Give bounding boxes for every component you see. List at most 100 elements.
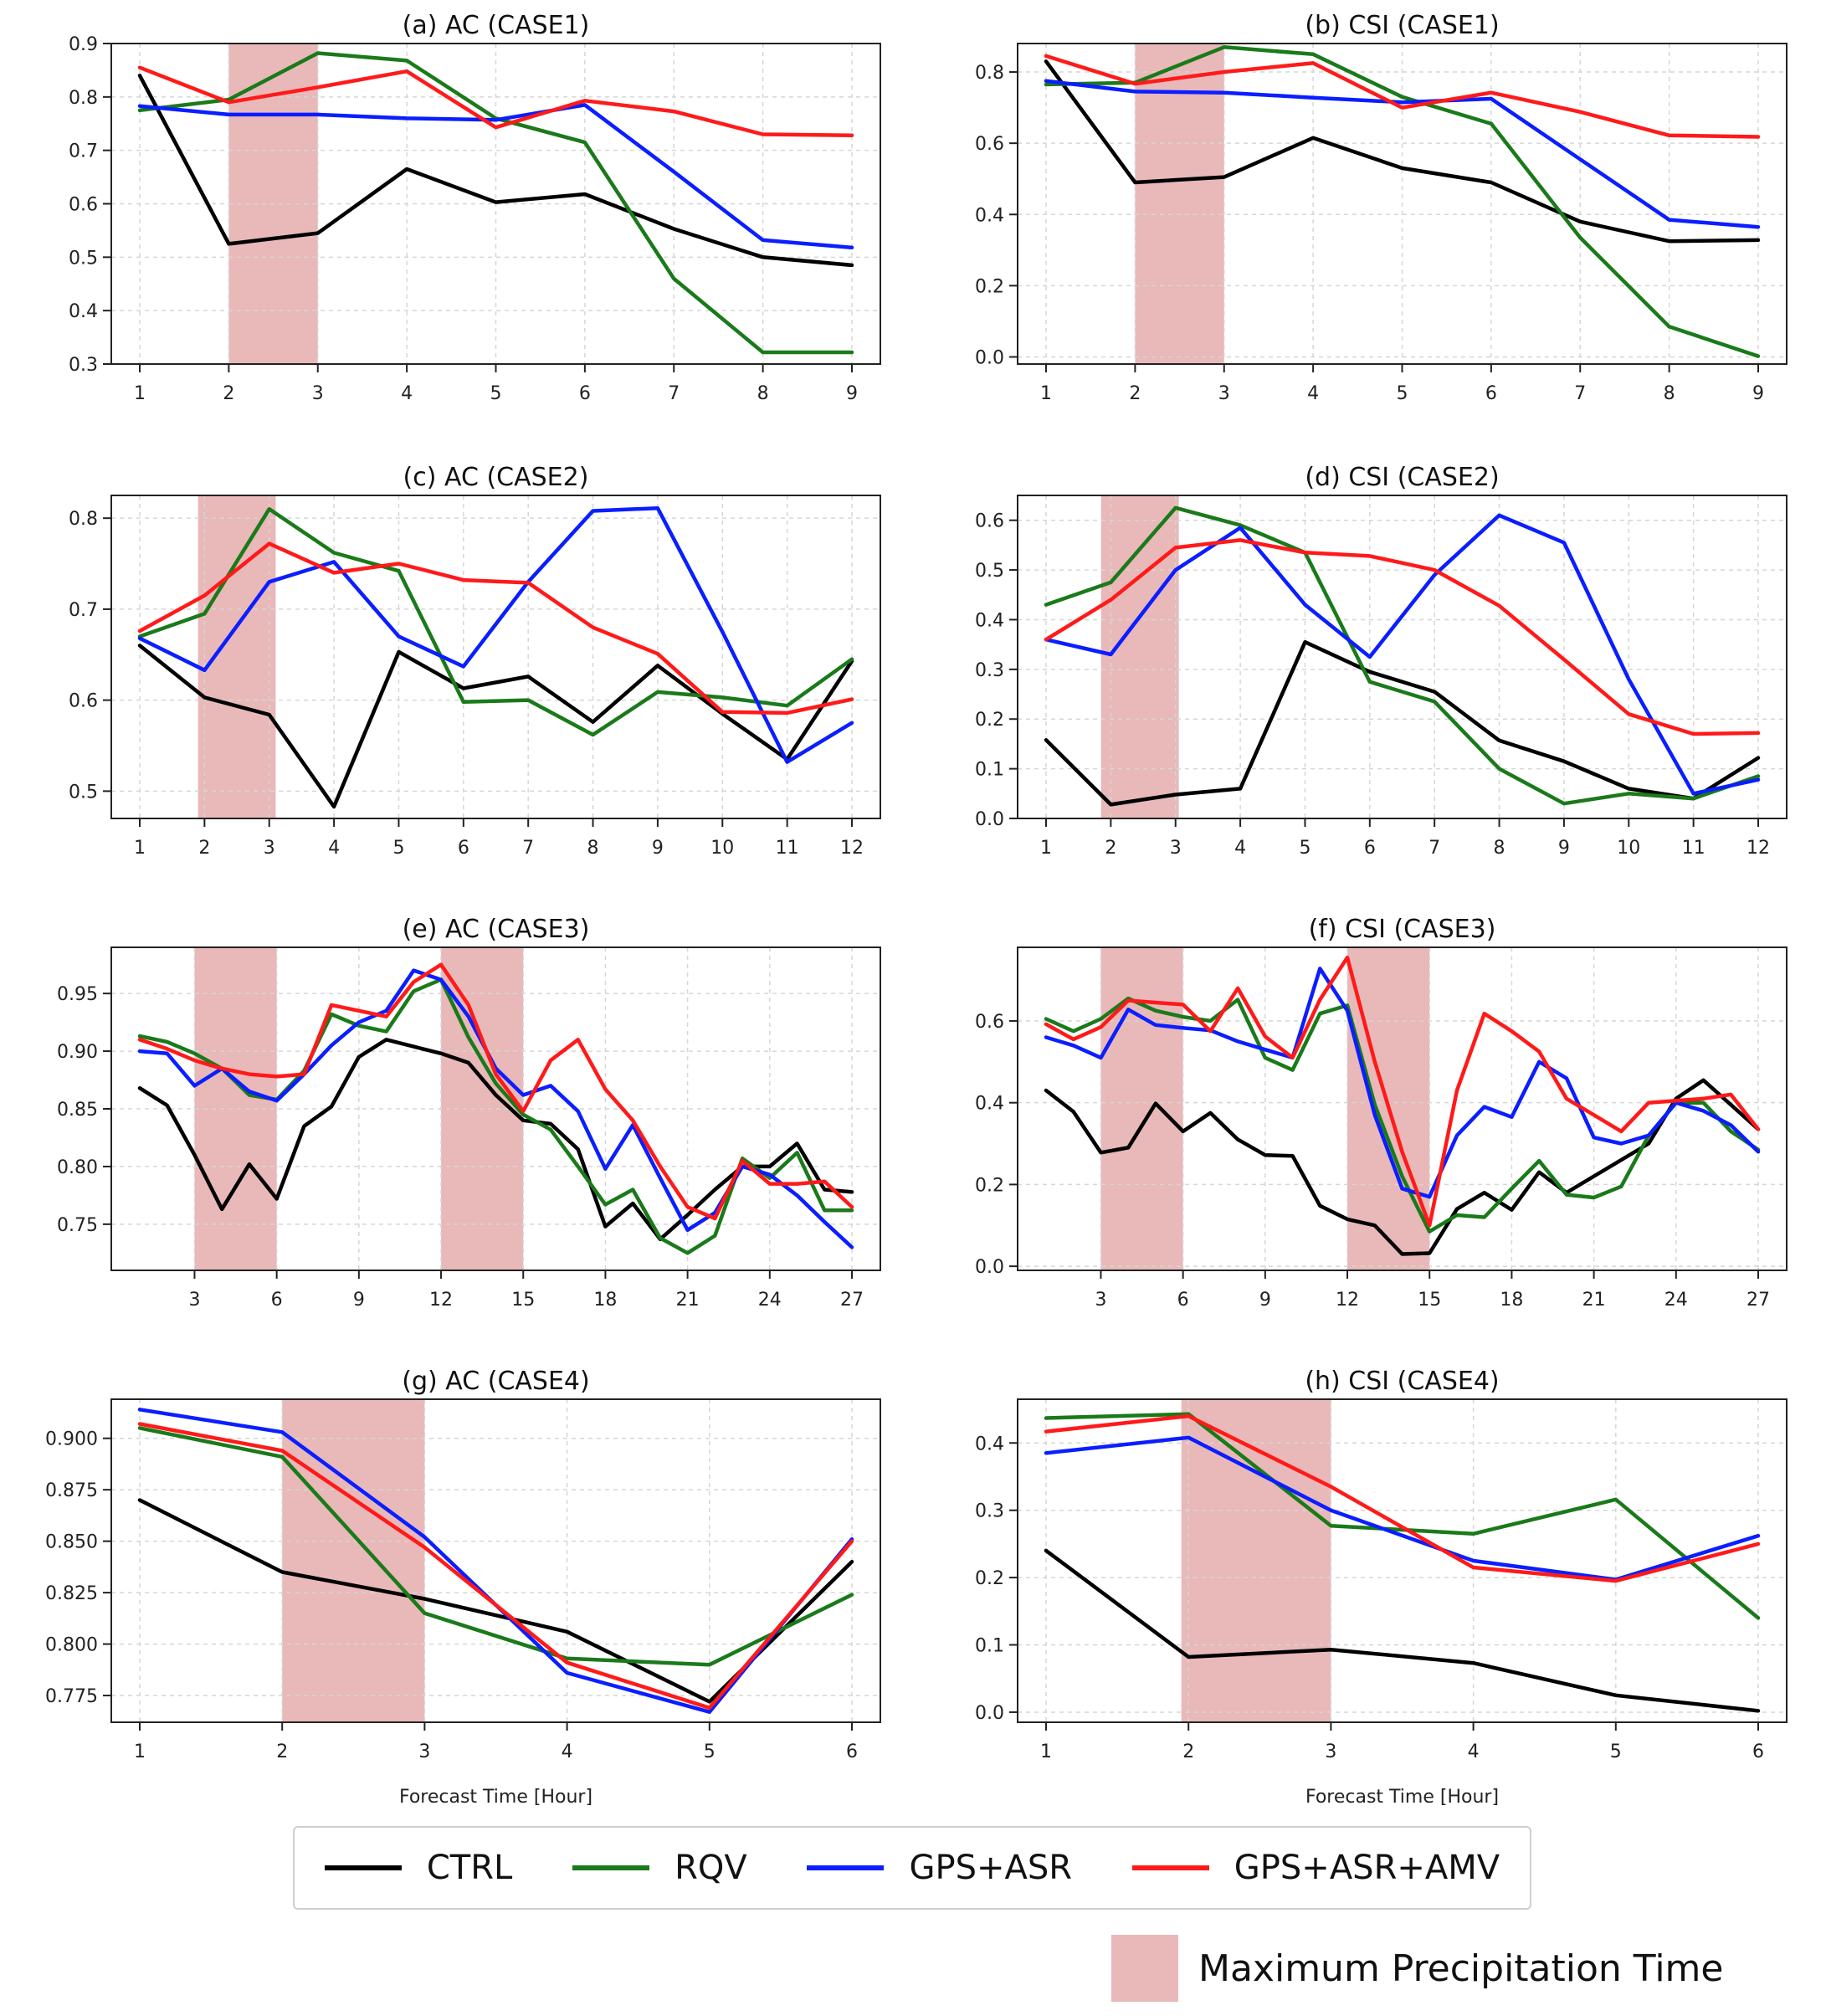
x-tick-label-h: 1: [1040, 1742, 1052, 1762]
y-tick-label-h: 0.3: [975, 1501, 1004, 1522]
x-tick-label-b: 6: [1485, 383, 1497, 404]
x-tick-label-g: 1: [134, 1742, 146, 1762]
panel-title-d: (d) CSI (CASE2): [1305, 463, 1499, 492]
x-tick-label-a: 7: [668, 383, 680, 404]
x-tick-label-c: 5: [392, 838, 404, 859]
y-tick-label-d: 0.6: [975, 511, 1004, 532]
x-tick-label-f: 9: [1259, 1290, 1271, 1311]
y-tick-label-g: 0.875: [45, 1480, 98, 1501]
y-tick-label-c: 0.6: [69, 691, 98, 712]
x-tick-label-d: 7: [1428, 838, 1440, 859]
y-tick-label-d: 0.2: [975, 710, 1004, 731]
x-tick-label-d: 9: [1558, 838, 1570, 859]
y-tick-label-a: 0.4: [69, 301, 98, 322]
x-tick-label-h: 6: [1752, 1742, 1764, 1762]
series-line-d-gps-asr-amv: [1044, 538, 1761, 736]
series-line-g-rqv: [137, 1426, 854, 1667]
y-tick-label-d: 0.0: [975, 809, 1004, 830]
legend-line-gps-asr: [807, 1865, 885, 1870]
x-tick-label-c: 1: [134, 838, 146, 859]
series-line-c-gps-asr: [137, 505, 854, 764]
y-tick-label-e: 0.80: [57, 1157, 98, 1178]
y-tick-label-d: 0.1: [975, 760, 1004, 781]
x-tick-label-c: 4: [328, 838, 340, 859]
y-tick-label-d: 0.3: [975, 660, 1004, 681]
shade-legend: Maximum Precipitation Time: [1111, 1935, 1723, 2002]
series-line-a-gps-asr: [137, 103, 854, 250]
y-tick-label-a: 0.6: [69, 195, 98, 216]
series-line-e-gps-asr-amv: [137, 962, 854, 1221]
x-tick-label-d: 2: [1105, 838, 1116, 859]
x-tick-label-b: 7: [1574, 383, 1586, 404]
x-tick-label-a: 1: [134, 383, 146, 404]
y-tick-label-h: 0.4: [975, 1434, 1004, 1454]
x-tick-label-h: 5: [1610, 1742, 1622, 1762]
x-axis-label-h: Forecast Time [Hour]: [1305, 1787, 1499, 1808]
x-tick-label-g: 3: [418, 1742, 430, 1762]
series-line-b-ctrl: [1044, 59, 1761, 244]
x-tick-label-d: 6: [1364, 838, 1376, 859]
y-tick-label-f: 0.0: [975, 1257, 1004, 1278]
x-tick-label-f: 24: [1664, 1290, 1688, 1311]
series-line-d-gps-asr: [1044, 513, 1761, 796]
series-line-c-rqv: [137, 507, 854, 737]
series-line-b-gps-asr: [1044, 79, 1761, 229]
x-tick-label-c: 11: [776, 838, 799, 859]
panel-title-c: (c) AC (CASE2): [403, 463, 589, 492]
series-line-b-gps-asr-amv: [1044, 54, 1761, 139]
legend-label-rqv: RQV: [674, 1849, 747, 1887]
series-line-g-gps-asr-amv: [137, 1422, 854, 1711]
x-tick-label-d: 1: [1040, 838, 1052, 859]
legend-line-rqv: [572, 1865, 650, 1870]
y-tick-label-h: 0.2: [975, 1568, 1004, 1589]
plot-frame-g: [110, 1398, 881, 1723]
y-tick-label-a: 0.7: [69, 141, 98, 162]
x-tick-label-f: 6: [1177, 1290, 1189, 1311]
x-tick-label-g: 5: [704, 1742, 716, 1762]
x-tick-label-g: 2: [276, 1742, 288, 1762]
series-line-h-gps-asr-amv: [1044, 1413, 1761, 1583]
x-tick-label-a: 9: [846, 383, 858, 404]
y-tick-label-g: 0.800: [45, 1635, 98, 1656]
panel-title-f: (f) CSI (CASE3): [1309, 915, 1496, 944]
x-tick-label-d: 12: [1746, 838, 1770, 859]
series-line-a-ctrl: [137, 74, 854, 268]
y-tick-label-a: 0.8: [69, 88, 98, 109]
y-tick-label-b: 0.6: [975, 134, 1004, 155]
shade-region-c-0: [197, 496, 276, 818]
x-tick-label-a: 5: [490, 383, 502, 404]
y-tick-label-d: 0.4: [975, 610, 1004, 631]
x-tick-label-c: 12: [840, 838, 864, 859]
y-tick-label-e: 0.90: [57, 1042, 98, 1063]
x-axis-label-g: Forecast Time [Hour]: [399, 1787, 592, 1808]
shade-region-d-0: [1100, 496, 1179, 818]
y-tick-label-g: 0.850: [45, 1532, 98, 1553]
x-tick-label-b: 5: [1397, 383, 1408, 404]
series-line-d-ctrl: [1044, 639, 1761, 807]
legend-label-ctrl: CTRL: [426, 1849, 513, 1887]
series-line-h-rqv: [1044, 1412, 1761, 1620]
plot-frame-f: [1017, 946, 1788, 1271]
y-tick-label-h: 0.1: [975, 1636, 1004, 1657]
x-tick-label-b: 3: [1218, 383, 1230, 404]
y-tick-label-a: 0.9: [69, 34, 98, 55]
legend-item-ctrl: CTRL: [324, 1849, 513, 1887]
shade-region-b-0: [1135, 44, 1224, 363]
x-tick-label-f: 21: [1582, 1290, 1606, 1311]
x-tick-label-b: 2: [1129, 383, 1141, 404]
plot-frame-h: [1017, 1398, 1788, 1723]
shade-region-h-0: [1181, 1400, 1331, 1721]
x-tick-label-d: 10: [1617, 838, 1640, 859]
y-tick-label-a: 0.3: [69, 355, 98, 376]
x-tick-label-c: 8: [587, 838, 599, 859]
x-tick-label-a: 2: [223, 383, 234, 404]
panel-title-a: (a) AC (CASE1): [403, 11, 590, 40]
y-tick-label-c: 0.7: [69, 600, 98, 621]
x-tick-label-b: 9: [1752, 383, 1764, 404]
y-tick-label-b: 0.8: [975, 63, 1004, 84]
y-tick-label-f: 0.6: [975, 1012, 1004, 1033]
x-tick-label-a: 3: [312, 383, 324, 404]
x-tick-label-c: 9: [652, 838, 664, 859]
legend-label-gps-asr: GPS+ASR: [909, 1849, 1073, 1887]
